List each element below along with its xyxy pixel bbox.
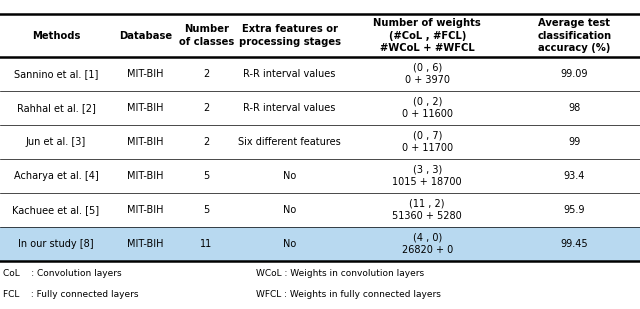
Text: 95.9: 95.9 (564, 205, 585, 215)
Text: 2: 2 (204, 103, 209, 113)
Text: CoL    : Convolution layers: CoL : Convolution layers (3, 269, 122, 278)
Text: Sannino et al. [1]: Sannino et al. [1] (14, 69, 98, 79)
Text: WFCL : Weights in fully connected layers: WFCL : Weights in fully connected layers (256, 290, 441, 299)
Text: Extra features or
processing stages: Extra features or processing stages (239, 24, 340, 47)
Text: 93.4: 93.4 (564, 171, 585, 181)
Text: MIT-BIH: MIT-BIH (127, 239, 164, 249)
Text: (4 , 0)
26820 + 0: (4 , 0) 26820 + 0 (401, 233, 453, 255)
Text: 99: 99 (568, 137, 580, 147)
Text: No: No (283, 205, 296, 215)
Text: (3 , 3)
1015 + 18700: (3 , 3) 1015 + 18700 (392, 165, 462, 187)
Text: Six different features: Six different features (238, 137, 341, 147)
Bar (0, 227, 640, 261)
Text: MIT-BIH: MIT-BIH (127, 137, 164, 147)
Text: 2: 2 (204, 137, 209, 147)
Text: MIT-BIH: MIT-BIH (127, 69, 164, 79)
Text: Kachuee et al. [5]: Kachuee et al. [5] (12, 205, 100, 215)
Text: Database: Database (119, 31, 172, 40)
Text: MIT-BIH: MIT-BIH (127, 171, 164, 181)
Text: 2: 2 (204, 69, 209, 79)
Text: No: No (283, 239, 296, 249)
Text: Jun et al. [3]: Jun et al. [3] (26, 137, 86, 147)
Text: No: No (283, 171, 296, 181)
Text: Number of weights
(#CoL , #FCL)
#WCoL + #WFCL: Number of weights (#CoL , #FCL) #WCoL + … (373, 18, 481, 53)
Text: 5: 5 (204, 171, 209, 181)
Text: (0 , 7)
0 + 11700: (0 , 7) 0 + 11700 (402, 131, 452, 153)
Text: FCL    : Fully connected layers: FCL : Fully connected layers (3, 290, 139, 299)
Text: In our study [8]: In our study [8] (18, 239, 94, 249)
Text: Rahhal et al. [2]: Rahhal et al. [2] (17, 103, 95, 113)
Text: WCoL : Weights in convolution layers: WCoL : Weights in convolution layers (256, 269, 424, 278)
Text: R-R interval values: R-R interval values (243, 69, 336, 79)
Text: (0 , 2)
0 + 11600: (0 , 2) 0 + 11600 (402, 97, 452, 119)
Text: 99.09: 99.09 (561, 69, 588, 79)
Text: 98: 98 (568, 103, 580, 113)
Text: Acharya et al. [4]: Acharya et al. [4] (13, 171, 99, 181)
Text: MIT-BIH: MIT-BIH (127, 103, 164, 113)
Text: (11 , 2)
51360 + 5280: (11 , 2) 51360 + 5280 (392, 199, 462, 221)
Text: R-R interval values: R-R interval values (243, 103, 336, 113)
Text: 99.45: 99.45 (561, 239, 588, 249)
Text: Number
of classes: Number of classes (179, 24, 234, 47)
Text: 11: 11 (200, 239, 212, 249)
Text: (0 , 6)
0 + 3970: (0 , 6) 0 + 3970 (404, 63, 450, 85)
Text: Methods: Methods (32, 31, 80, 40)
Text: MIT-BIH: MIT-BIH (127, 205, 164, 215)
Text: 5: 5 (204, 205, 209, 215)
Text: Average test
classification
accuracy (%): Average test classification accuracy (%) (538, 18, 611, 53)
